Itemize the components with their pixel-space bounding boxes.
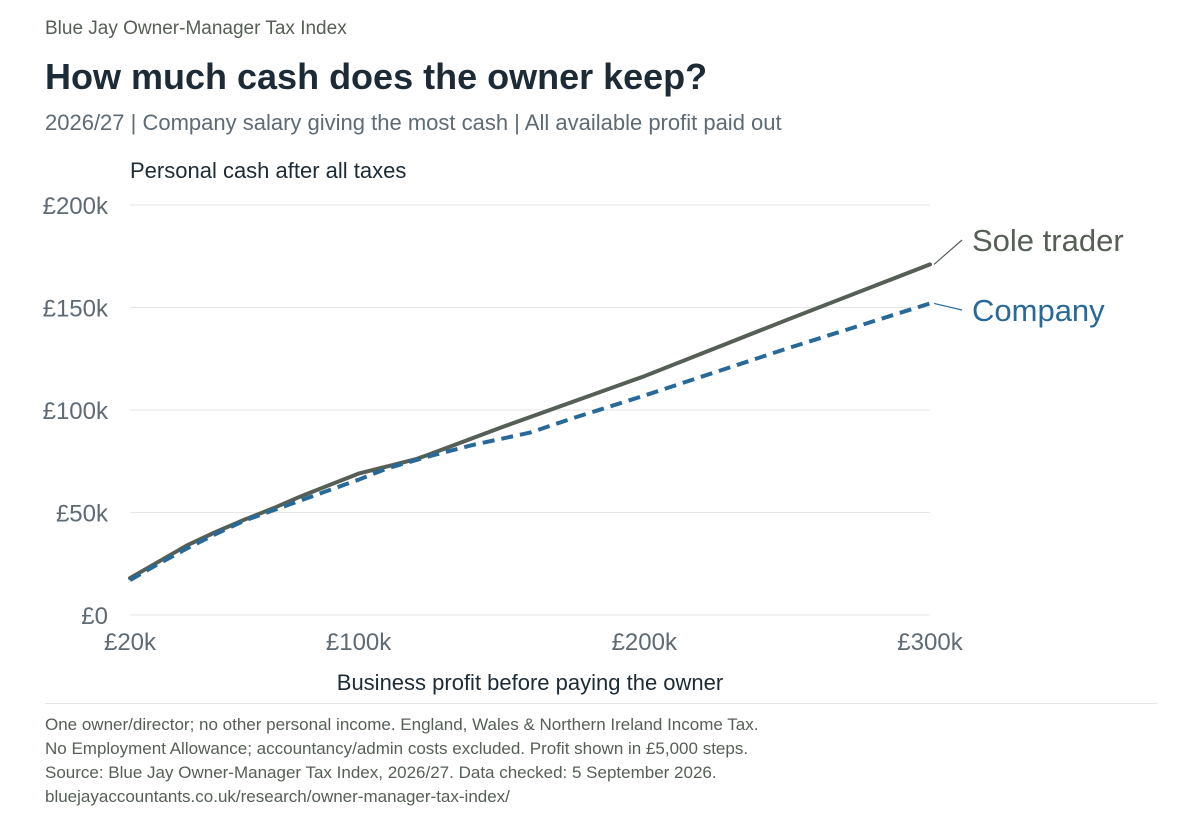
y-axis-title: Personal cash after all taxes	[130, 158, 406, 183]
x-axis-ticks: £20k £100k £200k £300k	[104, 629, 964, 656]
y-tick-label: £200k	[43, 193, 109, 220]
series-line-company	[129, 301, 931, 582]
chart-subtitle: 2026/27 | Company salary giving the most…	[45, 110, 782, 135]
footnote-line: No Employment Allowance; accountancy/adm…	[45, 739, 749, 758]
series-label-leader	[933, 239, 963, 265]
footnotes: One owner/director; no other personal in…	[45, 713, 758, 809]
series-labels: Sole trader Company	[933, 223, 1124, 328]
x-tick-label: £300k	[897, 629, 963, 656]
x-tick-label: £20k	[104, 629, 157, 656]
series-lines	[128, 262, 932, 582]
chart-title: How much cash does the owner keep?	[45, 56, 708, 97]
y-axis-ticks: £0 £50k £100k £150k £200k	[43, 193, 109, 630]
footnote-line: Source: Blue Jay Owner-Manager Tax Index…	[45, 763, 717, 782]
y-tick-label: £0	[81, 603, 108, 630]
series-label-leader	[933, 302, 963, 311]
chart-kicker: Blue Jay Owner-Manager Tax Index	[45, 18, 347, 39]
gridlines	[130, 204, 930, 616]
y-tick-label: £100k	[43, 398, 109, 425]
footnote-line: One owner/director; no other personal in…	[45, 715, 759, 734]
series-label: Company	[972, 293, 1105, 328]
series-line-sole-trader	[128, 262, 932, 581]
y-tick-label: £50k	[56, 501, 109, 528]
line-chart: Personal cash after all taxes Business p…	[43, 158, 1124, 695]
x-axis-title: Business profit before paying the owner	[337, 670, 723, 695]
x-tick-label: £100k	[326, 629, 392, 656]
x-tick-label: £200k	[612, 629, 678, 656]
y-tick-label: £150k	[43, 296, 109, 323]
series-label: Sole trader	[972, 223, 1124, 258]
source-url: bluejayaccountants.co.uk/research/owner-…	[45, 787, 510, 806]
footer-divider	[45, 703, 1157, 704]
